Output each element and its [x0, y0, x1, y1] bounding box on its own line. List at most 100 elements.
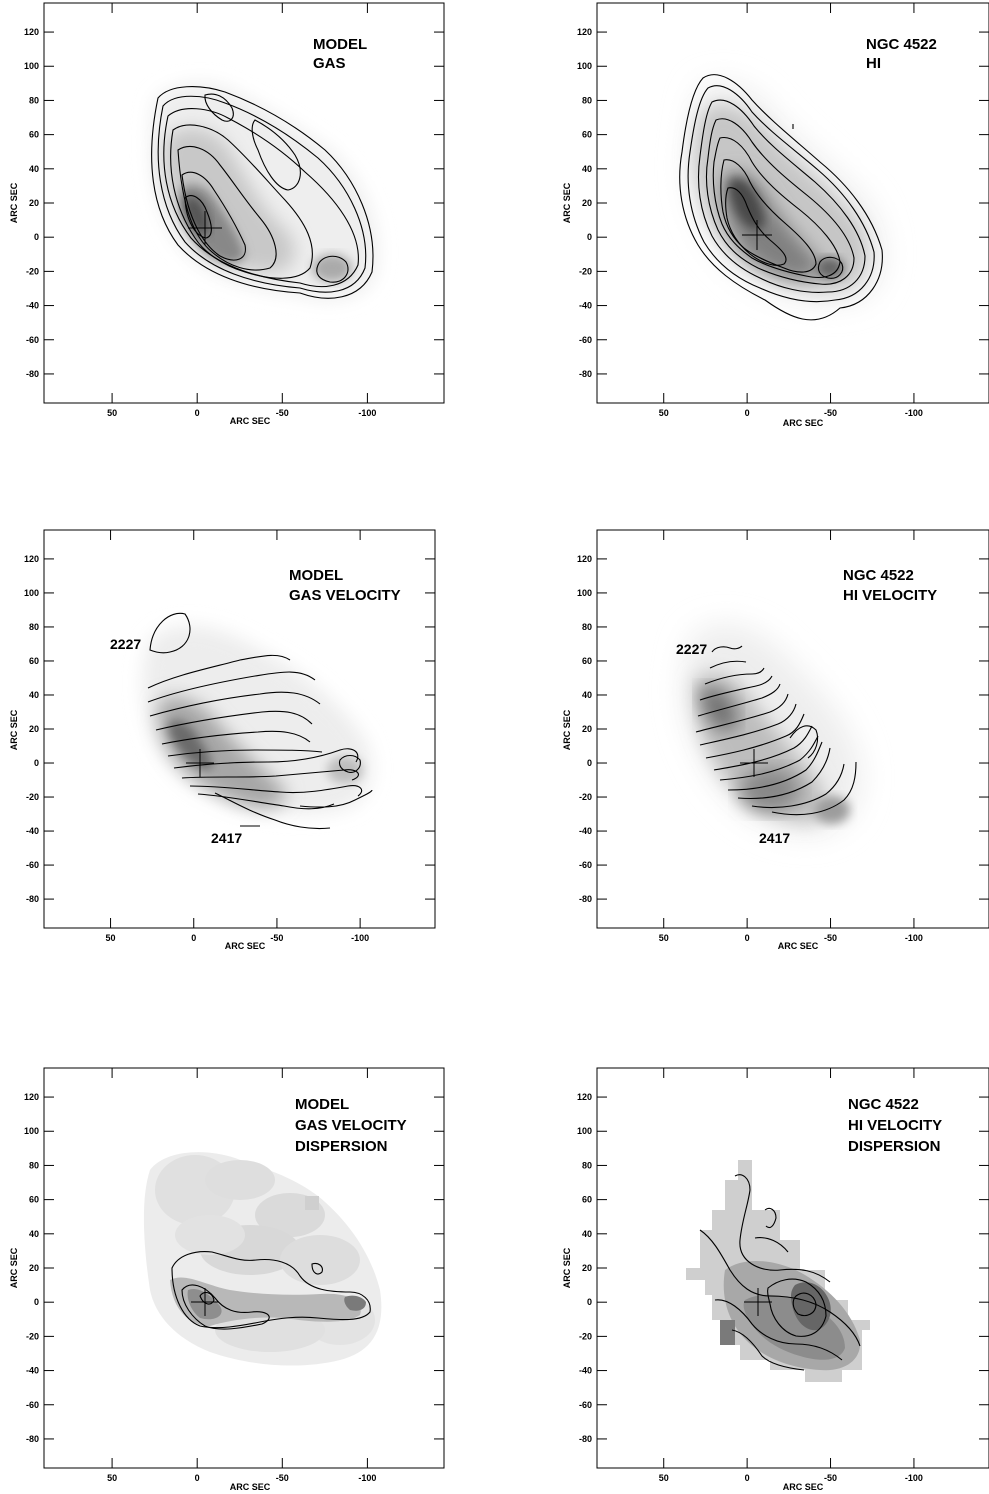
title-line-2: HI [866, 55, 881, 72]
greyscale-image [687, 81, 884, 304]
panel-title: NGC 4522 HI [866, 36, 937, 72]
x-tick-label: 50 [106, 933, 116, 943]
y-tick-label: -80 [26, 1434, 39, 1444]
x-axis-label: ARC SEC [783, 418, 824, 428]
dispersion-contours [171, 1251, 371, 1330]
y-tick-label: 80 [582, 622, 592, 632]
y-tick-label: 80 [29, 1160, 39, 1170]
axis-ticks: 120 100 80 60 40 20 0 -20 -40 -60 -80 50 0 -50 -100 [577, 3, 989, 418]
contour-lines [679, 74, 883, 321]
y-tick-label: -40 [26, 826, 39, 836]
y-tick-label: 0 [34, 232, 39, 242]
axis-ticks: 120 100 80 60 40 20 0 -20 -40 -60 -80 50 0 -50 -100 [24, 1068, 444, 1483]
contour-lines [151, 86, 374, 299]
title-line-2: GAS [313, 55, 346, 72]
y-tick-label: 40 [29, 164, 39, 174]
y-tick-label: -20 [26, 266, 39, 276]
y-tick-label: -60 [26, 860, 39, 870]
y-axis-label: ARC SEC [9, 1247, 19, 1288]
y-tick-label: 20 [29, 198, 39, 208]
title-line-1: MODEL [313, 36, 367, 53]
x-tick-label: 0 [191, 933, 196, 943]
y-tick-label: 80 [29, 95, 39, 105]
y-axis-label: ARC SEC [9, 709, 19, 750]
x-tick-label: -50 [276, 408, 289, 418]
y-tick-label: 40 [582, 690, 592, 700]
greyscale-image [143, 1152, 382, 1366]
y-tick-label: 0 [587, 232, 592, 242]
y-axis-label: ARC SEC [562, 182, 572, 223]
axis-ticks: 120 100 80 60 40 20 0 -20 -40 -60 -80 50 0 -50 -100 [577, 530, 989, 943]
panel-title: MODEL GAS VELOCITY [289, 567, 401, 604]
y-tick-label: 60 [29, 656, 39, 666]
x-tick-label: 50 [107, 408, 117, 418]
panel-title: MODEL GAS VELOCITY DISPERSION [295, 1096, 407, 1155]
y-tick-label: -40 [26, 301, 39, 311]
y-tick-label: 0 [587, 1297, 592, 1307]
y-tick-label: -40 [26, 1366, 39, 1376]
x-tick-label: -100 [905, 1473, 923, 1483]
y-tick-label: -60 [579, 335, 592, 345]
y-tick-label: 80 [582, 95, 592, 105]
y-tick-label: -80 [579, 1434, 592, 1444]
y-axis-label: ARC SEC [562, 709, 572, 750]
y-tick-label: -60 [26, 1400, 39, 1410]
panel-title: NGC 4522 HI VELOCITY [843, 567, 937, 604]
panel-model-gas-velocity: 120 100 80 60 40 20 0 -20 -40 -60 -80 50 0 -50 -100 MO… [9, 529, 436, 951]
x-tick-label: -100 [905, 408, 923, 418]
title-line-2: HI VELOCITY [848, 1117, 942, 1134]
x-tick-label: -50 [824, 933, 837, 943]
greyscale-image [686, 1160, 870, 1382]
title-line-2: GAS VELOCITY [289, 587, 401, 604]
greyscale-image [142, 625, 372, 815]
x-tick-label: 50 [659, 1473, 669, 1483]
y-tick-label: 20 [29, 724, 39, 734]
axis-ticks: 120 100 80 60 40 20 0 -20 -40 -60 -80 50 0 -50 -100 [24, 530, 435, 943]
y-tick-label: -40 [579, 826, 592, 836]
x-tick-label: -100 [358, 1473, 376, 1483]
y-tick-label: -20 [579, 1331, 592, 1341]
y-tick-label: 0 [587, 758, 592, 768]
y-tick-label: 60 [582, 656, 592, 666]
velocity-label-2417: 2417 [759, 830, 790, 846]
x-tick-label: 0 [745, 1473, 750, 1483]
title-line-1: MODEL [289, 567, 343, 584]
x-tick-label: -50 [270, 933, 283, 943]
x-axis-label: ARC SEC [230, 416, 271, 426]
y-tick-label: -20 [579, 792, 592, 802]
title-line-3: DISPERSION [295, 1138, 388, 1155]
y-tick-label: 100 [577, 1126, 592, 1136]
y-tick-label: 20 [582, 724, 592, 734]
velocity-contours [147, 612, 373, 830]
y-tick-label: 60 [582, 130, 592, 140]
x-axis-label: ARC SEC [783, 1482, 824, 1492]
y-tick-label: 100 [577, 61, 592, 71]
y-tick-label: 40 [582, 164, 592, 174]
x-tick-label: -50 [824, 1473, 837, 1483]
title-line-2: HI VELOCITY [843, 587, 937, 604]
y-tick-label: 60 [582, 1195, 592, 1205]
title-line-1: NGC 4522 [866, 36, 937, 53]
panel-model-gas: 120 100 80 60 40 20 0 -20 -40 -60 -80 50 0 -50 -100 MO… [9, 2, 445, 426]
x-tick-label: -100 [351, 933, 369, 943]
y-tick-label: 100 [24, 588, 39, 598]
x-axis-label: ARC SEC [230, 1482, 271, 1492]
y-tick-label: 40 [29, 690, 39, 700]
panel-ngc4522-hi-velocity: 120 100 80 60 40 20 0 -20 -40 -60 -80 50 0 -50 -100 NG… [562, 529, 989, 951]
y-tick-label: -60 [26, 335, 39, 345]
y-tick-label: 80 [29, 622, 39, 632]
greyscale-image [151, 83, 378, 300]
y-tick-label: -80 [579, 894, 592, 904]
velocity-label-2227: 2227 [676, 641, 707, 657]
x-tick-label: 0 [745, 933, 750, 943]
y-tick-label: 80 [582, 1160, 592, 1170]
x-tick-label: -50 [824, 408, 837, 418]
y-tick-label: 120 [24, 27, 39, 37]
y-tick-label: -40 [579, 301, 592, 311]
y-tick-label: -20 [26, 792, 39, 802]
y-tick-label: -80 [579, 369, 592, 379]
x-tick-label: -50 [276, 1473, 289, 1483]
panel-ngc4522-hi: 120 100 80 60 40 20 0 -20 -40 -60 -80 50 0 -50 -100 NG… [562, 2, 989, 428]
x-tick-label: -100 [905, 933, 923, 943]
title-line-1: NGC 4522 [848, 1096, 919, 1113]
